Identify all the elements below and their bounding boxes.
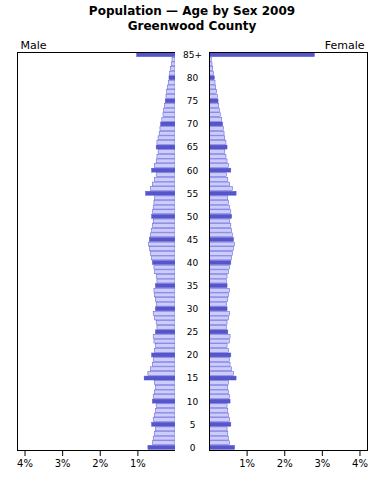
svg-text:75: 75 (187, 96, 198, 106)
svg-text:5: 5 (190, 420, 196, 430)
svg-text:Female: Female (325, 39, 365, 52)
svg-text:85+: 85+ (183, 50, 202, 60)
svg-text:40: 40 (187, 258, 199, 268)
svg-text:2%: 2% (277, 458, 293, 469)
svg-text:65: 65 (187, 142, 198, 152)
svg-text:30: 30 (187, 304, 199, 314)
svg-text:4%: 4% (352, 458, 368, 469)
svg-text:3%: 3% (314, 458, 330, 469)
svg-text:4%: 4% (17, 458, 33, 469)
html-text:Population — Age by Sex 2009: Population — Age by Sex 2009 (88, 4, 296, 18)
svg-text:60: 60 (187, 166, 199, 176)
svg-text:20: 20 (187, 350, 199, 360)
svg-text:80: 80 (187, 73, 199, 83)
svg-text:25: 25 (187, 327, 198, 337)
svg-text:45: 45 (187, 235, 198, 245)
svg-text:50: 50 (187, 212, 199, 222)
svg-text:1%: 1% (130, 458, 146, 469)
svg-text:Male: Male (21, 39, 47, 52)
html-text:Greenwood County: Greenwood County (127, 19, 257, 33)
svg-text:10: 10 (187, 397, 199, 407)
svg-text:70: 70 (187, 119, 199, 129)
svg-text:3%: 3% (55, 458, 71, 469)
svg-text:15: 15 (187, 373, 198, 383)
svg-text:1%: 1% (239, 458, 255, 469)
svg-text:55: 55 (187, 189, 198, 199)
svg-text:0: 0 (190, 443, 196, 453)
svg-text:2%: 2% (92, 458, 108, 469)
svg-text:35: 35 (187, 281, 198, 291)
